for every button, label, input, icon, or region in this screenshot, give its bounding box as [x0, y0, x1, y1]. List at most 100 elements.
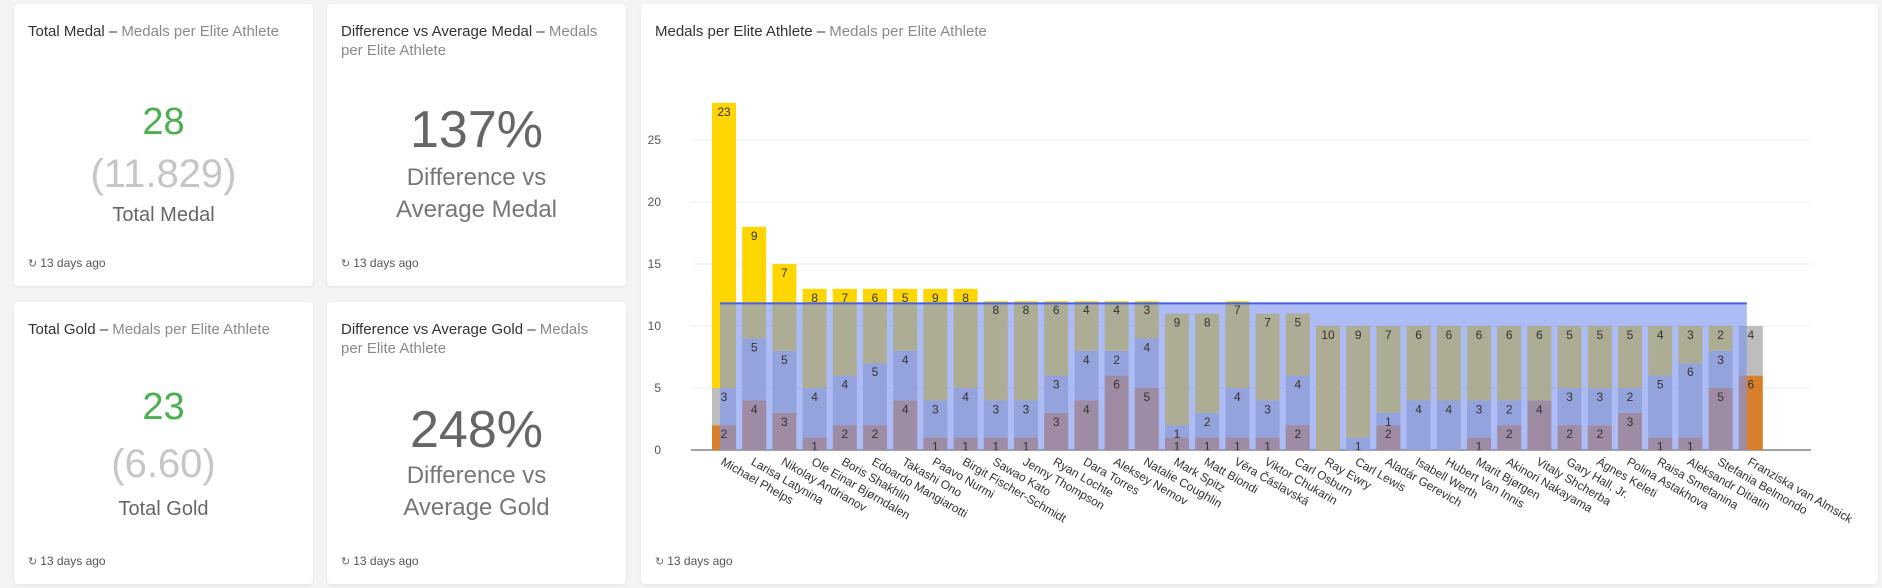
- kpi-value: 137%: [410, 101, 543, 159]
- refresh-icon: ↻: [341, 556, 351, 568]
- timestamp-text: 13 days ago: [353, 554, 419, 568]
- data-label: 8: [1204, 316, 1211, 330]
- data-label: 4: [1143, 340, 1150, 354]
- data-label: 9: [1355, 328, 1362, 342]
- data-label: 7: [1385, 328, 1392, 342]
- title-main: Difference vs Average Medal: [341, 23, 533, 40]
- refresh-icon: ↻: [655, 556, 665, 568]
- title-sub: Medals per Elite Athlete: [341, 321, 589, 357]
- data-label: 3: [781, 415, 788, 429]
- data-label: 6: [1476, 328, 1483, 342]
- data-label: 2: [1506, 402, 1513, 416]
- timestamp-text: 13 days ago: [40, 256, 106, 270]
- data-label: 5: [751, 340, 758, 354]
- data-label: 2: [1113, 353, 1120, 367]
- refresh-timestamp: ↻ 13 days ago: [28, 554, 106, 568]
- data-label: 2: [721, 427, 728, 441]
- data-label: 4: [1113, 303, 1120, 317]
- title-main: Medals per Elite Athlete: [655, 23, 813, 40]
- title-main: Total Medal: [28, 23, 105, 40]
- y-tick-label: 5: [654, 381, 661, 395]
- data-label: 4: [1294, 378, 1301, 392]
- kpi-card-total-medal[interactable]: Total Medal – Medals per Elite Athlete 2…: [14, 4, 313, 286]
- data-label: 7: [1234, 303, 1241, 317]
- data-label: 1: [1174, 427, 1181, 441]
- kpi-label-line2: Average Gold: [403, 494, 550, 521]
- refresh-icon: ↻: [341, 258, 351, 270]
- data-label: 4: [1083, 353, 1090, 367]
- title-main: Difference vs Average Gold: [341, 321, 524, 338]
- data-label: 7: [841, 291, 848, 305]
- data-label: 3: [992, 402, 999, 416]
- y-tick-label: 10: [648, 319, 662, 333]
- data-label: 8: [811, 291, 818, 305]
- data-label: 5: [1566, 328, 1573, 342]
- refresh-timestamp: ↻ 13 days ago: [655, 554, 733, 568]
- data-label: 1: [1687, 440, 1694, 454]
- kpi-card-diff-gold[interactable]: Difference vs Average Gold – Medals per …: [327, 302, 626, 584]
- data-label: 23: [717, 105, 731, 119]
- data-label: 6: [1415, 328, 1422, 342]
- data-label: 1: [1174, 440, 1181, 454]
- data-label: 8: [1023, 303, 1030, 317]
- medals-bar-chart: 0510152025232345935714824725644513914813…: [648, 102, 1856, 526]
- title-sub: Medals per Elite Athlete: [112, 321, 270, 338]
- data-label: 7: [781, 266, 788, 280]
- data-label: 2: [1627, 390, 1634, 404]
- kpi-comparison: (11.829): [90, 152, 237, 196]
- data-label: 3: [1596, 390, 1603, 404]
- data-label: 3: [721, 390, 728, 404]
- data-label: 1: [1204, 440, 1211, 454]
- kpi-value: 28: [142, 101, 185, 143]
- data-label: 3: [1566, 390, 1573, 404]
- data-label: 3: [1023, 402, 1030, 416]
- data-label: 6: [1445, 328, 1452, 342]
- data-label: 2: [1717, 328, 1724, 342]
- data-label: 1: [1476, 440, 1483, 454]
- data-label: 8: [992, 303, 999, 317]
- title-sub: Medals per Elite Athlete: [121, 23, 279, 40]
- data-label: 4: [962, 390, 969, 404]
- data-label: 2: [1506, 427, 1513, 441]
- title-sub: Medals per Elite Athlete: [341, 23, 598, 59]
- data-label: 1: [1264, 440, 1271, 454]
- title-main: Total Gold: [28, 321, 96, 338]
- kpi-card-total-gold[interactable]: Total Gold – Medals per Elite Athlete 23…: [14, 302, 313, 584]
- y-tick-label: 0: [654, 443, 661, 457]
- data-label: 2: [1566, 427, 1573, 441]
- card-title: Medals per Elite Athlete – Medals per El…: [655, 23, 987, 40]
- kpi-label: Total Medal: [112, 204, 215, 226]
- data-label: 4: [1083, 303, 1090, 317]
- data-label: 6: [1506, 328, 1513, 342]
- data-label: 4: [1445, 402, 1452, 416]
- kpi-card-diff-medal[interactable]: Difference vs Average Medal – Medals per…: [327, 4, 626, 286]
- data-label: 6: [1747, 378, 1754, 392]
- data-label: 1: [932, 440, 939, 454]
- data-label: 5: [1717, 390, 1724, 404]
- timestamp-text: 13 days ago: [40, 554, 106, 568]
- data-label: 5: [781, 353, 788, 367]
- data-label: 6: [1687, 365, 1694, 379]
- data-label: 4: [1083, 402, 1090, 416]
- timestamp-text: 13 days ago: [667, 554, 733, 568]
- kpi-label: Difference vs Average Gold: [327, 460, 626, 524]
- refresh-timestamp: ↻ 13 days ago: [341, 256, 419, 270]
- data-label: 6: [872, 291, 879, 305]
- refresh-icon: ↻: [28, 258, 38, 270]
- data-label: 1: [1234, 440, 1241, 454]
- kpi-comparison: (6.60): [111, 442, 216, 486]
- data-label: 3: [1476, 402, 1483, 416]
- kpi-value: 248%: [410, 401, 543, 459]
- data-label: 6: [1536, 328, 1543, 342]
- y-tick-label: 15: [648, 257, 662, 271]
- data-label: 3: [932, 402, 939, 416]
- chart-card-medals[interactable]: Medals per Elite Athlete – Medals per El…: [641, 4, 1878, 584]
- data-label: 3: [1627, 415, 1634, 429]
- data-label: 2: [841, 427, 848, 441]
- data-label: 3: [1687, 328, 1694, 342]
- data-label: 9: [751, 229, 758, 243]
- data-label: 7: [1264, 316, 1271, 330]
- data-label: 5: [1294, 316, 1301, 330]
- kpi-label-line1: Difference vs: [406, 462, 547, 489]
- data-label: 4: [751, 402, 758, 416]
